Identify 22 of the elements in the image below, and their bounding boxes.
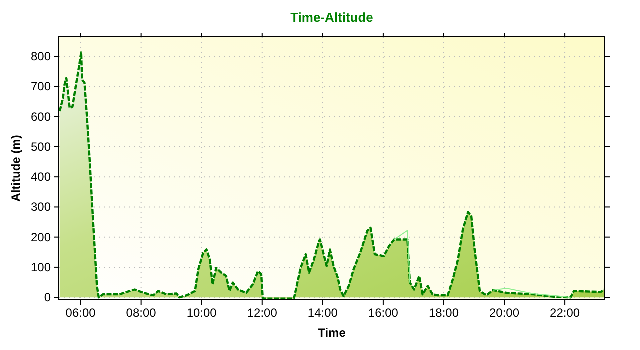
- x-tick-label: 22:00: [550, 306, 580, 320]
- y-tick-label: 500: [30, 140, 52, 154]
- x-tick-label: 18:00: [428, 306, 460, 320]
- x-tick-label: 10:00: [186, 306, 218, 320]
- y-tick-label: 100: [30, 260, 52, 274]
- x-tick-label: 12:00: [247, 306, 278, 320]
- y-tick-label: 200: [30, 230, 52, 244]
- x-tick-label: 16:00: [368, 306, 399, 320]
- y-tick-label: 300: [30, 200, 52, 214]
- y-tick-label: 400: [30, 170, 52, 184]
- x-axis-title: Time: [318, 326, 346, 340]
- chart-title: Time-Altitude: [290, 10, 374, 25]
- y-axis-title: Altitude (m): [9, 135, 23, 202]
- y-tick-label: 700: [30, 80, 52, 94]
- y-tick-label: 600: [30, 110, 52, 124]
- y-tick-label: 800: [30, 50, 52, 64]
- x-tick-label: 08:00: [126, 306, 157, 320]
- x-tick-label: 14:00: [308, 306, 338, 320]
- line-series: [492, 288, 572, 298]
- x-tick-label: 06:00: [66, 306, 96, 320]
- x-tick-label: 20:00: [490, 306, 520, 320]
- y-tick-label: 0: [44, 290, 52, 305]
